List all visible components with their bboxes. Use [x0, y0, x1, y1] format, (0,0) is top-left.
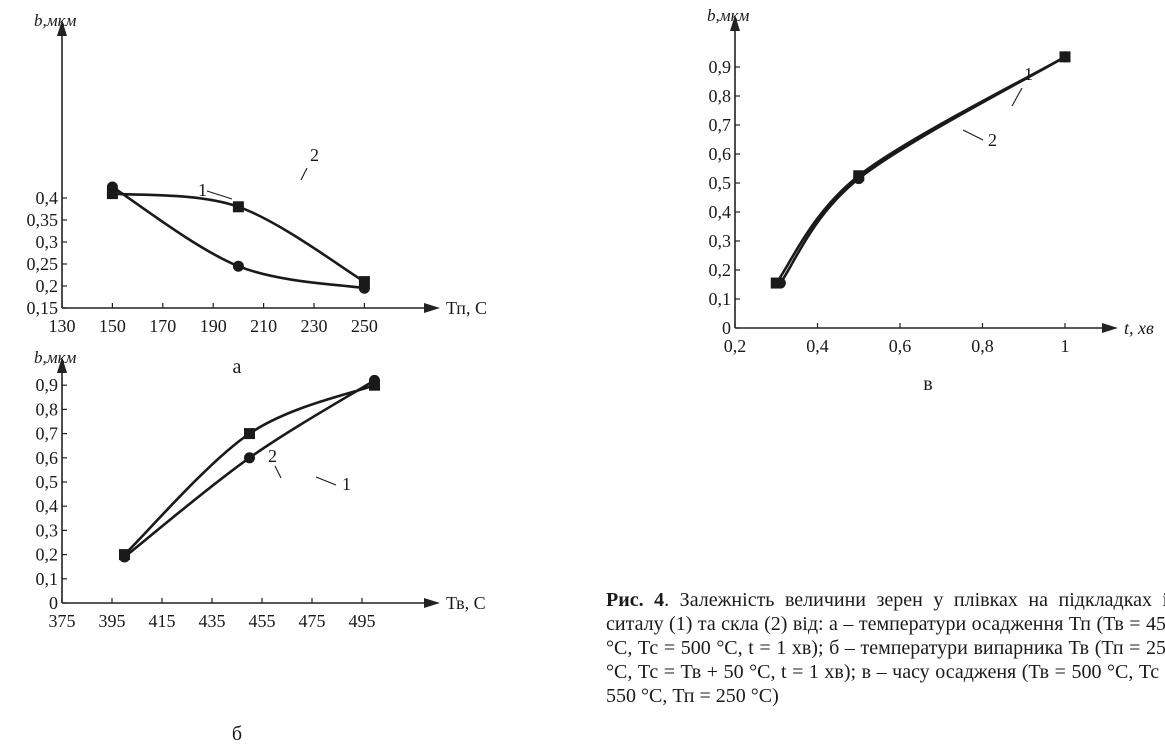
- y-tick-label: 0,2: [709, 260, 732, 280]
- x-axis-title: Тп, С: [446, 298, 487, 318]
- x-tick-label: 495: [349, 611, 376, 631]
- y-tick-label: 0,1: [36, 569, 59, 589]
- series-1-label: 1: [342, 474, 351, 494]
- caption-prefix: Рис. 4: [606, 589, 665, 611]
- x-tick-label: 190: [200, 316, 227, 336]
- x-axis-title: t, хв: [1124, 318, 1154, 338]
- series-2-leader: [300, 167, 308, 181]
- y-tick-label: 0,5: [709, 173, 732, 193]
- x-tick-label: 435: [199, 611, 226, 631]
- x-tick-label: 250: [351, 316, 378, 336]
- y-tick-label: 0,3: [36, 520, 59, 540]
- series-2-label: 2: [310, 145, 319, 165]
- x-tick-label: 0,8: [971, 336, 994, 356]
- y-axis-arrow: [730, 15, 740, 31]
- x-tick-label: 475: [299, 611, 326, 631]
- series-2-leader: [274, 465, 282, 479]
- series-2-label: 2: [988, 130, 997, 150]
- y-tick-label: 0,7: [36, 424, 59, 444]
- x-tick-label: 130: [49, 316, 76, 336]
- y-axis-title: b,мкм: [707, 6, 750, 25]
- y-tick-label: 0,4: [36, 188, 59, 208]
- series-2-line: [775, 55, 1066, 284]
- y-tick-label: 0,5: [36, 472, 59, 492]
- series-2-point: [853, 170, 865, 182]
- y-tick-label: 0,25: [27, 254, 59, 274]
- series-2-point: [106, 188, 118, 200]
- y-tick-label: 0,15: [27, 298, 59, 318]
- x-tick-label: 0,6: [889, 336, 912, 356]
- y-tick-label: 0,2: [36, 545, 59, 565]
- series-1-line: [123, 379, 376, 559]
- series-2-label: 2: [268, 446, 277, 466]
- x-tick-label: 455: [249, 611, 276, 631]
- y-tick-label: 0,3: [709, 231, 732, 251]
- y-tick-label: 0,1: [709, 289, 732, 309]
- series-2-point: [244, 428, 255, 440]
- x-axis-arrow: [424, 303, 440, 313]
- y-axis-arrow: [57, 357, 67, 373]
- series-2-point: [1059, 51, 1071, 63]
- y-tick-label: 0,2: [36, 276, 59, 296]
- figure-caption: Рис. 4. Залежність величини зерен у плів…: [606, 588, 1165, 708]
- y-tick-label: 0,35: [27, 210, 59, 230]
- y-tick-label: 0,3: [36, 232, 59, 252]
- y-tick-label: 0,8: [36, 399, 59, 419]
- x-tick-label: 0,2: [724, 336, 747, 356]
- x-tick-label: 1: [1061, 336, 1070, 356]
- series-1-line: [779, 55, 1066, 284]
- y-tick-label: 0,4: [709, 202, 732, 222]
- series-2-point: [232, 201, 244, 213]
- series-1-point: [232, 260, 244, 272]
- x-tick-label: 375: [49, 611, 76, 631]
- series-1-label: 1: [1024, 64, 1033, 84]
- chart-b: b,мкм Тв, С 375 395 415 435 455 475 495 0 0,1 0,2 0,…: [34, 348, 486, 745]
- series-2-point: [358, 276, 370, 288]
- series-1-label: 1: [198, 180, 207, 200]
- x-axis-arrow: [424, 598, 440, 608]
- y-tick-label: 0: [722, 318, 731, 338]
- chart-c: b,мкм t, хв 0,2 0,4 0,6 0,8 1 0 0,1 0,2 0,3 0,4 0,5 0…: [707, 6, 1154, 395]
- series-2-point: [119, 549, 130, 561]
- y-tick-label: 0: [49, 593, 58, 613]
- series-2-leader: [962, 129, 984, 141]
- y-axis-arrow: [57, 20, 67, 36]
- x-tick-label: 150: [99, 316, 126, 336]
- x-tick-label: 0,4: [806, 336, 829, 356]
- y-axis-title: b,мкм: [34, 348, 77, 367]
- y-tick-label: 0,8: [709, 86, 732, 106]
- y-tick-label: 0,6: [36, 448, 59, 468]
- series-2-line: [123, 383, 375, 556]
- series-2-point: [369, 379, 380, 391]
- y-tick-label: 0,9: [709, 57, 732, 77]
- y-tick-label: 0,7: [709, 115, 732, 135]
- x-tick-label: 415: [149, 611, 176, 631]
- y-axis-title: b,мкм: [34, 11, 77, 30]
- series-1-leader: [206, 190, 233, 200]
- x-tick-label: 395: [99, 611, 126, 631]
- series-1-leader: [315, 476, 337, 486]
- series-1-leader: [1011, 87, 1023, 107]
- y-tick-label: 0,6: [709, 144, 732, 164]
- y-tick-label: 0,9: [36, 375, 59, 395]
- panel-label: б: [232, 723, 242, 745]
- panel-label: а: [233, 356, 242, 378]
- series-1-point: [244, 452, 255, 464]
- x-tick-label: 210: [250, 316, 277, 336]
- x-axis-title: Тв, С: [446, 593, 486, 613]
- caption-text: . Залежність величини зерен у плівках на…: [606, 589, 1165, 707]
- x-tick-label: 230: [301, 316, 328, 336]
- x-tick-label: 170: [149, 316, 176, 336]
- panel-label: в: [923, 373, 932, 395]
- x-axis-arrow: [1102, 323, 1118, 333]
- series-2-point: [770, 277, 782, 289]
- y-tick-label: 0,4: [36, 496, 59, 516]
